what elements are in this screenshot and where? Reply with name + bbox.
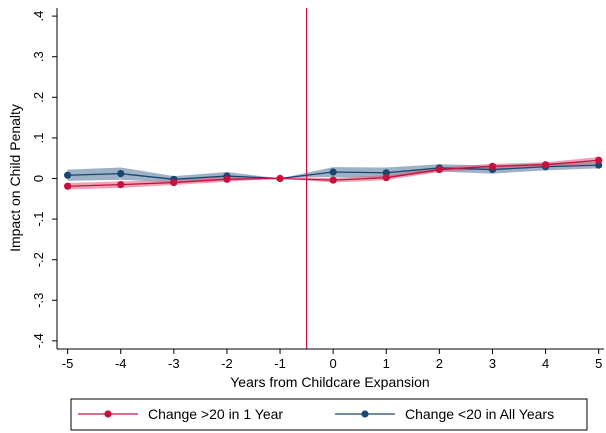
y-tick-label: -.2 bbox=[31, 252, 46, 267]
y-tick-label: .2 bbox=[31, 92, 46, 103]
x-ticks: -5 -4 -3 -2 -1 0 1 2 3 4 5 bbox=[62, 349, 602, 371]
legend: Change >20 in 1 Year Change <20 in All Ye… bbox=[70, 398, 588, 431]
data-point bbox=[595, 156, 603, 164]
legend-marker-change-20-in-all-years bbox=[361, 410, 369, 418]
data-point bbox=[276, 174, 284, 183]
y-axis-title: Impact on Child Penalty bbox=[7, 104, 23, 252]
x-tick-label: 1 bbox=[383, 356, 390, 371]
y-tick-label: -.3 bbox=[31, 293, 46, 308]
data-point bbox=[64, 171, 72, 179]
x-tick-label: -1 bbox=[274, 356, 286, 371]
data-point bbox=[329, 168, 337, 176]
data-point bbox=[117, 170, 125, 178]
y-tick-label: -.1 bbox=[31, 212, 46, 227]
x-tick-label: -4 bbox=[115, 356, 127, 371]
x-tick-label: 4 bbox=[542, 356, 549, 371]
legend-box bbox=[70, 398, 588, 431]
x-tick-label: 5 bbox=[595, 356, 602, 371]
data-point bbox=[117, 180, 125, 189]
y-tick-label: .1 bbox=[31, 132, 46, 143]
data-point bbox=[64, 182, 72, 190]
data-point bbox=[435, 165, 443, 174]
legend-label: Change >20 in 1 Year bbox=[148, 406, 283, 422]
y-tick-label: .3 bbox=[31, 51, 46, 62]
legend-label: Change <20 in All Years bbox=[405, 406, 554, 422]
y-tick-label: 0 bbox=[31, 175, 46, 182]
data-point bbox=[541, 161, 550, 169]
data-point bbox=[382, 174, 390, 182]
y-ticks: -.4 -.3 -.2 -.1 0 .1 .2 .3 .4 bbox=[31, 11, 57, 348]
x-tick-label: 2 bbox=[436, 356, 443, 371]
x-tick-label: 3 bbox=[489, 356, 496, 371]
x-axis-title: Years from Childcare Expansion bbox=[230, 374, 429, 390]
x-tick-label: -2 bbox=[221, 356, 233, 371]
y-tick-label: -.4 bbox=[31, 333, 46, 348]
series-points bbox=[64, 156, 603, 190]
legend-marker-change-20-in-1-year bbox=[104, 410, 112, 418]
x-tick-label: -5 bbox=[62, 356, 74, 371]
data-point bbox=[170, 178, 178, 187]
x-tick-label: -3 bbox=[168, 356, 180, 371]
data-point bbox=[488, 162, 497, 170]
data-point bbox=[223, 175, 231, 183]
data-point bbox=[329, 176, 337, 184]
y-tick-label: .4 bbox=[31, 11, 46, 22]
x-tick-label: 0 bbox=[330, 356, 337, 371]
